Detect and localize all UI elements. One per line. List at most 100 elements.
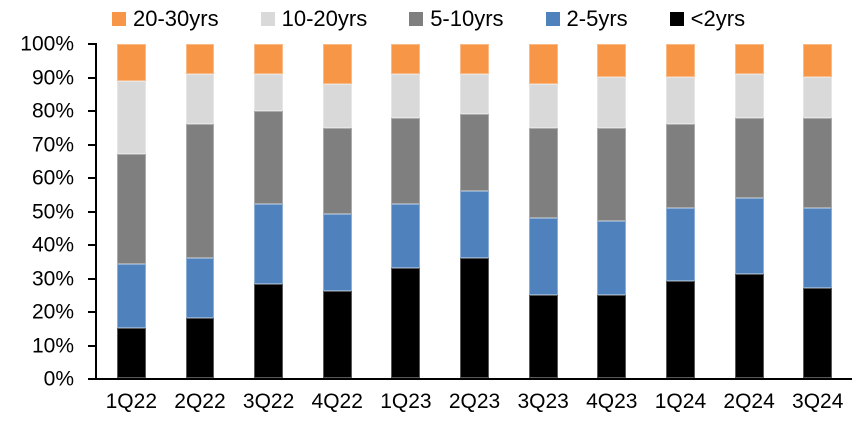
bar-segment-2-5yrs (116, 264, 146, 328)
bar-stack (803, 44, 833, 378)
bar-segment-2-5yrs (734, 197, 764, 275)
bar-column-2q22 (166, 44, 235, 378)
bar-segment-5-10yrs (185, 124, 215, 258)
bar-segment-5-10yrs (254, 110, 284, 205)
bar-segment-10-20yrs (254, 74, 284, 111)
bar-stack (528, 44, 558, 378)
legend-item: <2yrs (669, 8, 745, 30)
bar-column-2q23 (440, 44, 509, 378)
bar-column-3q24 (783, 44, 852, 378)
bar-segment-2-5yrs (322, 214, 352, 292)
bar-segment-20-30yrs (666, 44, 695, 78)
y-tick-mark (88, 210, 96, 213)
bar-segment-20-30yrs (322, 44, 352, 85)
bar-column-4q23 (577, 44, 646, 378)
legend: 20-30yrs 10-20yrs 5-10yrs 2-5yrs <2yrs (112, 5, 852, 33)
bar-segment-lt2yrs (185, 317, 215, 378)
bar-stack (185, 44, 215, 378)
bar-column-1q23 (372, 44, 441, 378)
bar-segment-lt2yrs (528, 294, 558, 378)
y-tick-label: 90% (31, 66, 74, 89)
bar-segment-2-5yrs (460, 190, 489, 258)
bar-segment-2-5yrs (185, 257, 215, 318)
bar-segment-lt2yrs (597, 294, 627, 378)
legend-swatch-icon (409, 12, 424, 26)
bar-segment-20-30yrs (597, 44, 627, 78)
x-tick-label: 2Q23 (448, 390, 501, 413)
legend-item: 2-5yrs (545, 8, 628, 30)
legend-swatch-icon (112, 12, 126, 26)
bar-column-3q23 (509, 44, 578, 378)
bar-segment-2-5yrs (528, 217, 558, 295)
bar-segment-5-10yrs (528, 127, 558, 218)
bar-segment-5-10yrs (666, 124, 695, 208)
x-tick-label: 4Q22 (311, 390, 363, 413)
y-axis-line (95, 43, 97, 380)
bar-column-1q24 (646, 44, 715, 378)
bar-segment-10-20yrs (322, 84, 352, 128)
x-tick-label: 2Q24 (723, 390, 775, 413)
bar-stack (597, 44, 627, 378)
bar-segment-lt2yrs (391, 267, 421, 378)
bar-segment-20-30yrs (460, 44, 489, 75)
x-tick-label: 3Q23 (517, 390, 569, 413)
bar-segment-5-10yrs (391, 117, 421, 205)
legend-swatch-icon (669, 12, 684, 26)
bar-stack (254, 44, 284, 378)
bar-column-1q22 (97, 44, 166, 378)
bar-column-4q22 (303, 44, 372, 378)
bar-segment-20-30yrs (185, 44, 215, 75)
legend-item: 20-30yrs (112, 8, 219, 30)
y-tick-label: 50% (31, 200, 74, 223)
x-tick-label: 1Q23 (380, 390, 432, 413)
y-tick-mark (88, 43, 96, 45)
bar-segment-10-20yrs (803, 77, 833, 118)
x-tick-label: 3Q24 (792, 390, 844, 413)
bar-segment-lt2yrs (322, 291, 352, 378)
legend-label: 10-20yrs (281, 6, 368, 31)
x-tick-label: 1Q24 (654, 390, 707, 413)
y-tick-mark (88, 311, 96, 313)
bar-stack (116, 44, 146, 378)
bar-segment-lt2yrs (116, 327, 146, 378)
x-axis-line (95, 378, 852, 380)
bar-stack (460, 44, 489, 378)
y-axis-ticks (88, 43, 96, 380)
y-tick-mark (88, 277, 96, 280)
legend-label: 5-10yrs (430, 6, 504, 31)
bar-segment-lt2yrs (734, 274, 764, 378)
bar-segment-20-30yrs (734, 44, 764, 75)
bar-stack (734, 44, 764, 378)
bar-segment-2-5yrs (391, 204, 421, 268)
y-tick-label: 10% (31, 334, 74, 357)
bar-segment-20-30yrs (254, 44, 284, 75)
bar-segment-10-20yrs (460, 74, 489, 115)
x-tick-label: 4Q23 (586, 390, 638, 413)
x-axis-labels: 1Q22 2Q22 3Q22 4Q22 1Q23 2Q23 3Q23 4Q23 1Q24 2Q24… (97, 390, 852, 414)
bar-segment-10-20yrs (597, 77, 627, 128)
y-tick-mark (88, 344, 96, 347)
x-tick-label: 1Q22 (105, 390, 157, 413)
bar-segment-20-30yrs (803, 44, 833, 78)
y-tick-mark (88, 110, 96, 112)
y-tick-label: 20% (31, 300, 74, 324)
bar-segment-10-20yrs (185, 74, 215, 125)
bar-segment-5-10yrs (803, 117, 833, 208)
bar-column-2q24 (715, 44, 784, 378)
bar-segment-5-10yrs (322, 127, 352, 215)
plot-area (97, 44, 852, 378)
bar-stack (666, 44, 695, 378)
bar-segment-lt2yrs (460, 257, 489, 378)
bar-segment-5-10yrs (734, 117, 764, 198)
y-tick-label: 30% (31, 267, 74, 290)
bar-segment-2-5yrs (803, 207, 833, 288)
bar-segment-2-5yrs (597, 221, 627, 295)
bar-segment-5-10yrs (597, 127, 627, 222)
bar-segment-lt2yrs (254, 284, 284, 378)
bar-segment-20-30yrs (528, 44, 558, 85)
bar-segment-10-20yrs (666, 77, 695, 125)
y-tick-mark (88, 143, 96, 146)
y-tick-label: 0% (43, 367, 74, 391)
y-tick-mark (88, 177, 96, 179)
